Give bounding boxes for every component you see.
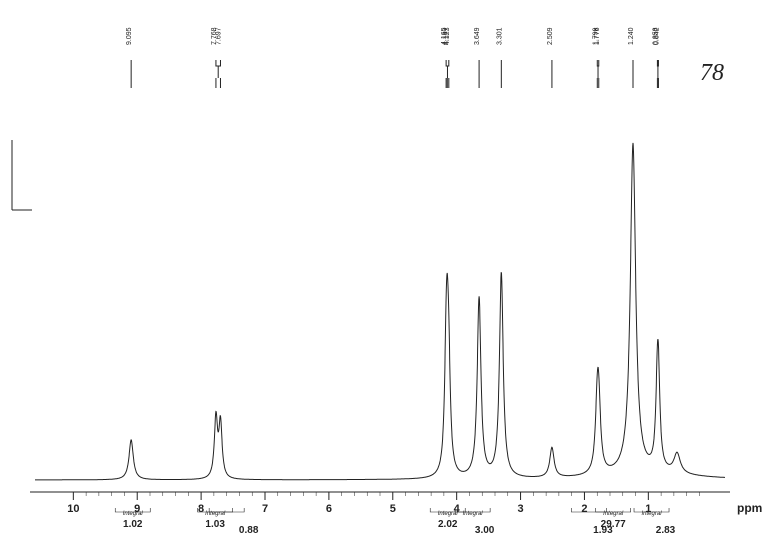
svg-text:1.240: 1.240 — [628, 27, 635, 45]
svg-text:2.02: 2.02 — [438, 519, 458, 530]
svg-text:7.697: 7.697 — [215, 27, 222, 45]
svg-text:1.02: 1.02 — [123, 519, 143, 530]
page-number-handwritten: 78 — [700, 60, 724, 87]
svg-text:2.509: 2.509 — [547, 27, 554, 45]
svg-text:10: 10 — [67, 503, 79, 515]
svg-text:3.301: 3.301 — [496, 27, 503, 45]
svg-text:7: 7 — [262, 503, 268, 515]
svg-text:0.842: 0.842 — [653, 27, 660, 45]
svg-text:2: 2 — [581, 503, 587, 515]
nmr-spectrum: 10987654321ppm9.0957.7687.6974.1654.1474… — [0, 0, 770, 559]
svg-text:3.00: 3.00 — [475, 525, 495, 536]
svg-text:3: 3 — [517, 503, 523, 515]
svg-text:1.776: 1.776 — [594, 27, 601, 45]
svg-text:6: 6 — [326, 503, 332, 515]
svg-text:4.123: 4.123 — [444, 27, 451, 45]
svg-text:ppm: ppm — [737, 501, 762, 515]
svg-text:2.83: 2.83 — [656, 525, 676, 536]
svg-text:9.095: 9.095 — [126, 27, 133, 45]
svg-text:29.77: 29.77 — [601, 519, 626, 530]
svg-text:5: 5 — [390, 503, 396, 515]
svg-text:1.03: 1.03 — [205, 519, 225, 530]
svg-text:0.88: 0.88 — [239, 525, 259, 536]
svg-text:3.649: 3.649 — [474, 27, 481, 45]
svg-text:8: 8 — [198, 503, 204, 515]
